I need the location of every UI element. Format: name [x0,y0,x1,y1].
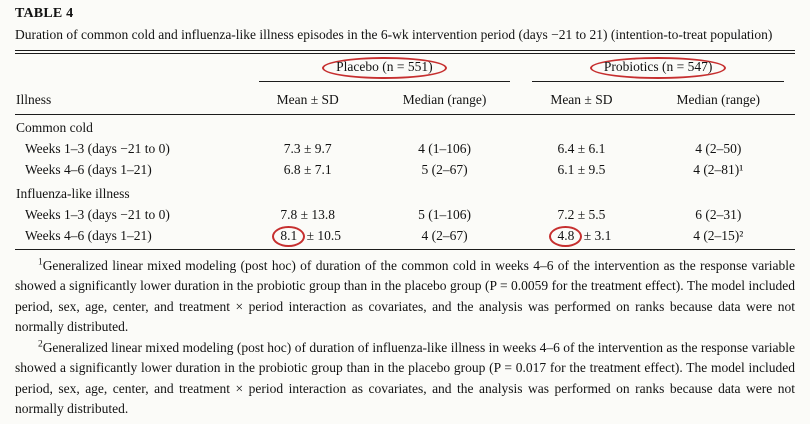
table-row: Weeks 4–6 (days 1–21) 8.1 ± 10.5 4 (2–67… [15,225,795,250]
row-label: Weeks 1–3 (days −21 to 0) [25,206,170,222]
table-top-double-rule [15,50,795,55]
row-label: Weeks 1–3 (days −21 to 0) [25,141,170,157]
red-circle-annotation-placebo: Placebo (n = 551) [322,57,447,80]
row-label: Weeks 4–6 (days 1–21) [15,225,248,250]
table-row: Weeks 1–3 (days −21 to 0) 7.3 ± 9.7 4 (1… [15,139,795,160]
group-header-spacer [15,54,248,83]
col-header-illness: Illness [15,83,248,116]
probiotics-median-value: 4 (2–50) [695,141,742,157]
table-row: Weeks 4–6 (days 1–21) 6.8 ± 7.1 5 (2–67)… [15,160,795,181]
section-label: Common cold [16,120,93,136]
footnote-2-marker: 2 [37,339,43,350]
results-table: Placebo (n = 551) Probiotics (n = 547) I… [15,54,795,250]
footnote-1: 1Generalized linear mixed modeling (post… [15,256,795,338]
placebo-median-value: 4 (1–106) [418,141,471,157]
group-header-row: Placebo (n = 551) Probiotics (n = 547) [15,54,795,83]
table-caption: Duration of common cold and influenza-li… [15,27,773,42]
probiotics-group-rule: Probiotics (n = 547) [532,57,784,83]
footnote-2: 2Generalized linear mixed modeling (post… [15,338,795,420]
probiotics-mean-value: 4.8 ± 3.1 [521,225,642,250]
red-circle-annotation-probiotics-mean: 4.8 [549,225,583,247]
circled-value: 4.8 [557,227,575,243]
footnote-1-text: Generalized linear mixed modeling (post … [15,257,795,335]
probiotics-median-value: 6 (2–31) [695,206,742,222]
red-circle-annotation-placebo-mean: 8.1 [272,225,306,247]
placebo-mean-value: 7.3 ± 9.7 [283,141,332,157]
probiotics-group-label: Probiotics (n = 547) [603,59,713,75]
probiotics-median-value: 4 (2–15)² [641,225,795,250]
placebo-mean-value: 6.8 ± 7.1 [283,162,332,178]
probiotics-mean-value: 7.2 ± 5.5 [557,206,606,222]
col-header-placebo-median: Median (range) [367,83,522,116]
footnotes: 1Generalized linear mixed modeling (post… [15,256,795,420]
placebo-mean-value: 8.1 ± 10.5 [247,225,368,250]
table-label: TABLE 4 [15,6,74,21]
placebo-median-value: 4 (2–67) [367,225,522,250]
col-header-probiotics-median: Median (range) [641,83,795,116]
placebo-mean-value: 7.8 ± 13.8 [280,206,336,222]
probiotics-mean-value: 6.4 ± 6.1 [557,141,606,157]
red-circle-annotation-probiotics: Probiotics (n = 547) [589,57,727,80]
probiotics-median-value: 4 (2–81)¹ [693,162,744,178]
col-header-placebo-mean: Mean ± SD [247,83,368,116]
placebo-median-value: 5 (1–106) [418,206,471,222]
placebo-group-rule: Placebo (n = 551) [258,57,511,83]
section-row-common-cold: Common cold [15,115,795,139]
row-label: Weeks 4–6 (days 1–21) [25,162,152,178]
placebo-group-header: Placebo (n = 551) [248,54,522,83]
placebo-group-label: Placebo (n = 551) [336,59,433,75]
column-header-row: Illness Mean ± SD Median (range) Mean ± … [15,83,795,116]
probiotics-mean-value: 6.1 ± 9.5 [557,162,606,178]
circled-value: 8.1 [280,227,298,243]
col-header-probiotics-mean: Mean ± SD [521,83,642,116]
section-row-influenza: Influenza-like illness [15,181,795,205]
placebo-median-value: 5 (2–67) [421,162,468,178]
footnote-2-text: Generalized linear mixed modeling (post … [15,339,795,417]
mean-sd-rest: ± 3.1 [580,227,612,243]
footnote-1-marker: 1 [37,257,43,268]
table-row: Weeks 1–3 (days −21 to 0) 7.8 ± 13.8 5 (… [15,204,795,225]
probiotics-group-header: Probiotics (n = 547) [521,54,795,83]
section-label: Influenza-like illness [16,185,130,201]
mean-sd-rest: ± 10.5 [303,227,342,243]
